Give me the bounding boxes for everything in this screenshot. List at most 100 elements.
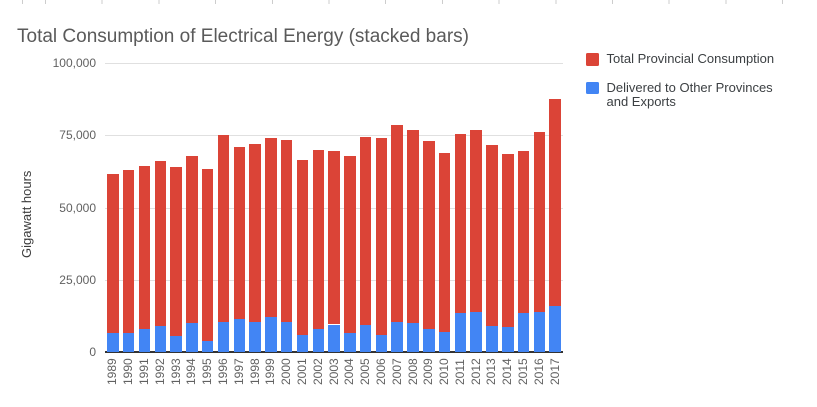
y-tick-label: 100,000 [52,56,96,70]
bar-segment-1998[interactable] [249,321,261,352]
bar-segment-2000[interactable] [280,139,293,322]
y-tick-label: 25,000 [59,273,96,287]
x-tick-label: 2007 [389,358,404,385]
bar-segment-2007[interactable] [391,125,403,322]
bar-segment-1994[interactable] [186,323,198,352]
bar-segment-2009[interactable] [423,328,435,352]
bar-segment-1996[interactable] [217,321,230,352]
x-tick-label: 2006 [373,358,388,385]
bar-segment-2007[interactable] [391,321,403,352]
bar-segment-1997[interactable] [233,146,245,319]
x-tick-label: 2000 [279,358,294,385]
bar-segment-2004[interactable] [344,155,356,334]
y-tick-label: 0 [89,345,96,359]
bar-segment-1989[interactable] [107,174,119,334]
bar-segment-2014[interactable] [502,327,514,352]
bar-segment-2012[interactable] [470,129,482,312]
bar-segment-2011[interactable] [454,133,467,313]
bar-segment-2010[interactable] [438,152,451,332]
x-tick-label: 2005 [358,358,373,385]
bar-segment-2017[interactable] [549,305,561,352]
x-tick-label: 2015 [516,358,530,385]
x-axis-line [105,351,563,353]
bar-segment-2004[interactable] [344,333,356,352]
legend: Total Provincial Consumption Delivered t… [586,51,796,110]
bar-segment-2000[interactable] [280,321,293,352]
bar-segment-2012[interactable] [470,311,482,352]
x-tick-label: 2013 [484,358,499,385]
legend-swatch-red [586,53,599,66]
bar-segment-2002[interactable] [312,328,324,352]
bar-segment-2016[interactable] [533,311,546,352]
bar-segment-2009[interactable] [423,141,435,329]
x-tick-label: 1990 [121,358,136,385]
bar-segment-1995[interactable] [201,340,214,352]
bar-segment-2001[interactable] [296,334,309,352]
x-tick-label: 1997 [231,358,246,385]
x-tick-label: 1991 [137,358,151,385]
bar-segment-2001[interactable] [296,159,309,335]
bar-segment-1999[interactable] [265,317,277,352]
x-tick-label: 2004 [342,358,357,385]
bar-segment-2013[interactable] [486,326,498,352]
legend-label-total-provincial-consumption: Total Provincial Consumption [606,51,775,66]
bar-segment-2013[interactable] [486,145,498,326]
bar-segment-1989[interactable] [107,333,119,352]
legend-item-total-provincial-consumption[interactable]: Total Provincial Consumption [586,51,796,67]
x-tick-label: 2010 [437,358,452,385]
bar-segment-1995[interactable] [201,168,214,341]
bar-segment-1992[interactable] [154,161,166,326]
bar-segment-1991[interactable] [138,328,151,352]
bar-segment-2015[interactable] [517,151,530,313]
y-tick-label: 50,000 [59,201,96,215]
x-tick-label: 1996 [215,358,230,385]
x-tick-label: 2008 [405,358,420,385]
bar-segment-2005[interactable] [359,136,372,325]
bar-segment-1998[interactable] [249,143,261,322]
bar-segment-2005[interactable] [359,324,372,352]
x-tick-label: 2016 [531,358,546,385]
bar-segment-2017[interactable] [549,99,561,306]
x-tick-label: 1999 [263,358,278,385]
x-tick-label: 1992 [152,358,167,385]
legend-label-delivered-exports: Delivered to Other Provinces and Exports [606,79,773,109]
bar-segment-2008[interactable] [407,129,419,324]
x-tick-label: 2001 [294,358,309,385]
bar-segment-2011[interactable] [454,313,467,352]
bar-segment-1992[interactable] [154,326,166,352]
bar-segment-2003[interactable] [328,151,340,325]
bar-segment-1999[interactable] [265,138,277,318]
x-tick-label: 1989 [105,358,120,385]
bar-segment-1990[interactable] [122,333,135,352]
bar-segment-1991[interactable] [138,165,151,329]
bar-segment-2006[interactable] [375,138,388,335]
x-tick-label: 1994 [184,358,199,385]
bar-segment-2006[interactable] [375,334,388,352]
bar-segment-2008[interactable] [407,323,419,352]
bar-segment-2016[interactable] [533,132,546,312]
top-ruler-ticks [0,0,817,4]
bar-segment-2003[interactable] [328,324,340,352]
bar-segment-1997[interactable] [233,318,245,352]
bar-segment-1994[interactable] [186,155,198,324]
bar-segment-2002[interactable] [312,149,324,329]
gridline [105,63,563,64]
x-tick-label: 1995 [200,358,215,385]
legend-item-delivered-exports[interactable]: Delivered to Other Provinces and Exports [586,79,796,110]
x-tick-label: 2017 [547,358,562,385]
legend-swatch-blue [586,81,599,94]
chart-title: Total Consumption of Electrical Energy (… [17,26,469,47]
bar-segment-1996[interactable] [217,135,230,322]
x-tick-label: 1998 [247,358,262,385]
bar-segment-2015[interactable] [517,313,530,352]
bar-segment-1990[interactable] [122,169,135,334]
x-tick-label: 2003 [326,358,341,385]
bar-segment-1993[interactable] [170,336,182,352]
x-tick-label: 2012 [468,358,483,385]
x-tick-label: 1993 [168,358,183,385]
x-tick-label: 2014 [500,358,515,385]
y-tick-label: 75,000 [59,128,96,142]
bar-segment-1993[interactable] [170,167,182,337]
bar-segment-2014[interactable] [502,154,514,328]
bar-segment-2010[interactable] [438,331,451,352]
